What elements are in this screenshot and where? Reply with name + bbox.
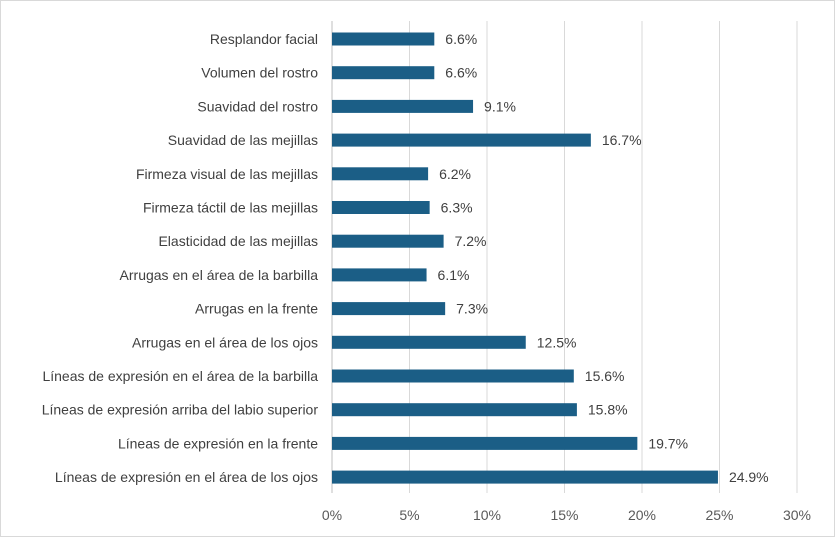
bar bbox=[332, 133, 591, 147]
category-label: Líneas de expresión en la frente bbox=[118, 435, 318, 451]
bar bbox=[332, 369, 574, 383]
category-label: Líneas de expresión en el área de los oj… bbox=[55, 469, 318, 485]
x-tick-label: 25% bbox=[705, 507, 733, 523]
data-label: 7.3% bbox=[456, 301, 488, 317]
gridlines bbox=[331, 21, 798, 493]
bar bbox=[332, 167, 429, 181]
x-tick-label: 5% bbox=[399, 507, 419, 523]
value-labels: 6.6% 6.6% 9.1% 16.7% 6.2% 6.3% 7.2% 6.1% 7.3% 12.… bbox=[438, 31, 769, 485]
data-label: 7.2% bbox=[455, 233, 487, 249]
data-label: 6.1% bbox=[438, 267, 470, 283]
data-label: 12.5% bbox=[537, 334, 577, 350]
bar bbox=[332, 234, 444, 248]
category-label: Arrugas en el área de la barbilla bbox=[120, 267, 319, 283]
category-label: Firmeza visual de las mejillas bbox=[136, 166, 318, 182]
category-label: Resplandor facial bbox=[210, 31, 318, 47]
x-tick-label: 30% bbox=[783, 507, 811, 523]
category-label: Firmeza táctil de las mejillas bbox=[143, 200, 318, 216]
category-label: Elasticidad de las mejillas bbox=[158, 233, 318, 249]
bar bbox=[332, 99, 474, 113]
x-tick-label: 0% bbox=[322, 507, 342, 523]
data-label: 6.2% bbox=[439, 166, 471, 182]
category-label: Volumen del rostro bbox=[201, 65, 318, 81]
category-labels: Resplandor facial Volumen del rostro Suavi… bbox=[42, 31, 319, 485]
data-label: 6.3% bbox=[441, 200, 473, 216]
bar bbox=[332, 403, 577, 417]
data-label: 6.6% bbox=[445, 65, 477, 81]
category-label: Arrugas en el área de los ojos bbox=[132, 334, 318, 350]
x-axis-ticks: 0% 5% 10% 15% 20% 25% 30% bbox=[322, 507, 811, 523]
data-label: 6.6% bbox=[445, 31, 477, 47]
category-label: Líneas de expresión arriba del labio sup… bbox=[42, 402, 319, 418]
category-label: Suavidad de las mejillas bbox=[168, 132, 318, 148]
data-label: 19.7% bbox=[648, 435, 688, 451]
bar bbox=[332, 32, 435, 46]
bars bbox=[332, 32, 718, 484]
bar bbox=[332, 436, 638, 450]
bar bbox=[332, 201, 430, 214]
bar bbox=[332, 268, 427, 282]
bar bbox=[332, 335, 526, 349]
x-tick-label: 15% bbox=[550, 507, 578, 523]
category-label: Líneas de expresión en el área de la bar… bbox=[42, 368, 318, 384]
bar bbox=[332, 302, 446, 316]
data-label: 9.1% bbox=[484, 98, 516, 114]
data-label: 24.9% bbox=[729, 469, 769, 485]
x-tick-label: 10% bbox=[473, 507, 501, 523]
bar bbox=[332, 470, 718, 484]
category-label: Arrugas en la frente bbox=[195, 301, 318, 317]
category-label: Suavidad del rostro bbox=[197, 98, 318, 114]
data-label: 15.6% bbox=[585, 368, 625, 384]
data-label: 15.8% bbox=[588, 402, 628, 418]
x-tick-label: 20% bbox=[628, 507, 656, 523]
bar bbox=[332, 66, 435, 80]
data-label: 16.7% bbox=[602, 132, 642, 148]
